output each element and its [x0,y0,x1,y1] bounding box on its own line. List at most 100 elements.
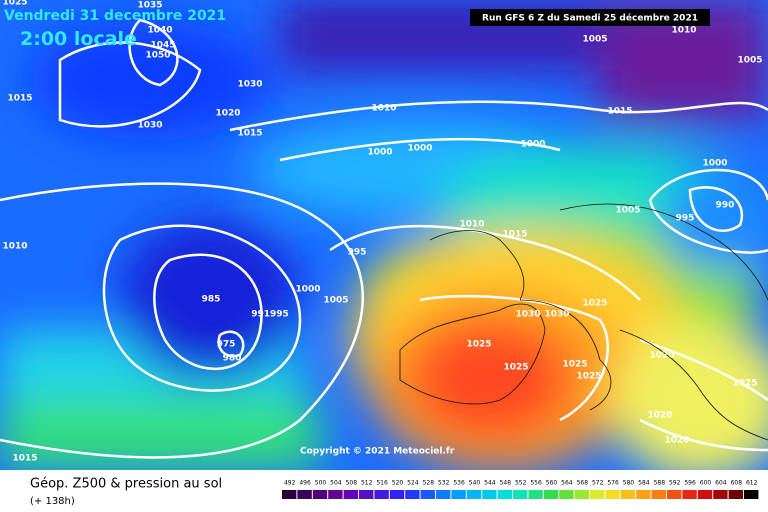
isobar-label: 1015 [7,94,32,104]
legend-label: 524 [407,480,419,487]
legend-label: 532 [438,480,450,487]
legend-swatch [466,490,482,499]
legend-swatch [282,490,297,499]
isobar-label: 1025 [576,372,601,382]
isobar-label: 1015 [607,107,632,117]
legend-swatch [713,490,728,499]
legend-label: 588 [654,480,666,487]
legend-swatch [667,490,682,499]
footer-subtitle: (+ 138h) [30,496,75,507]
legend-swatch [343,490,358,499]
isobar-label: 995 [348,248,367,258]
legend-swatch [482,490,497,499]
isobar-label: 991995 [251,310,289,320]
legend-label: 544 [484,480,496,487]
isobar-label: 1005 [737,56,762,66]
isobar-label: 1010 [371,104,396,114]
legend-swatch [528,490,543,499]
legend-label: 568 [577,480,589,487]
legend-label: 552 [515,480,527,487]
isobar-label: 1020 [215,109,240,119]
isobar-label: 1045 [150,41,175,51]
run-box [470,9,710,26]
isobar-label: 1015 [502,230,527,240]
legend-label: 560 [546,480,558,487]
legend-swatch [312,490,328,499]
legend-label: 580 [623,480,635,487]
legend-swatch [328,490,343,499]
isobar-label: 995 [676,214,695,224]
isobar-label: 1040 [147,26,172,36]
isobar-label: 1025 [466,340,491,350]
legend-swatch [682,490,697,499]
legend-label: 600 [700,480,712,487]
isobar-label: 1005 [582,35,607,45]
isobar-label: 1000 [407,144,432,154]
legend-label: 592 [669,480,681,487]
legend-swatch [651,490,666,499]
isobar-label: 980 [223,354,242,364]
legend-swatch [297,490,312,499]
isobar-label: 1010 [459,220,484,230]
legend-swatch [697,490,713,499]
legend-label: 508 [346,480,358,487]
legend-label: 496 [299,480,311,487]
isobar-label: 1010 [671,26,696,36]
legend-label: 520 [392,480,404,487]
legend-label: 572 [592,480,604,487]
isobar-label: 1030 [515,310,540,320]
legend-swatch [359,490,374,499]
isobar-label: 1005 [615,206,640,216]
coastlines [399,203,768,441]
legend-swatch [513,490,528,499]
legend-swatch [559,490,574,499]
isobar-label: 975 [217,340,236,350]
legend-swatch [436,490,451,499]
isobar-label: 1010 [2,242,27,252]
legend-label: 536 [453,480,465,487]
isobar-label: 1020 [649,351,674,361]
legend-swatch [497,490,512,499]
isobar-label: 1015 [12,454,37,464]
legend-swatch [744,490,759,499]
forecast-time: 2:00 locale [20,28,137,50]
legend-label: 584 [638,480,650,487]
legend-label: 576 [607,480,619,487]
legend-label: 516 [376,480,388,487]
legend-swatch [620,490,636,499]
copyright: Copyright © 2021 Meteociel.fr [300,447,455,457]
isobar-label: 1025 [562,360,587,370]
legend-swatch [636,490,651,499]
legend-label: 492 [284,480,296,487]
isobar-label: 1025 [2,0,27,8]
isobar-label: 1030 [544,310,569,320]
legend-swatch [543,490,559,499]
isobar-label: 1005 [323,296,348,306]
legend-label: 512 [361,480,373,487]
run-info: Run GFS 6 Z du Samedi 25 décembre 2021 [482,13,698,24]
isobar-label: 1015 [237,129,262,139]
legend-label: 564 [561,480,573,487]
legend-swatch [374,490,389,499]
isobar-label: 985 [202,295,221,305]
legend-swatch [405,490,420,499]
legend-swatch [451,490,466,499]
legend-label: 500 [315,480,327,487]
legend-label: 556 [530,480,542,487]
footer-title: Géop. Z500 & pression au sol [30,477,222,492]
forecast-date: Vendredi 31 decembre 2021 [4,8,226,24]
isobar-label: 1000 [520,140,545,150]
isobar-label: 1025 [732,379,757,389]
isobar-label: 1030 [237,80,262,90]
legend-swatch [389,490,405,499]
isobar-label: 1020 [664,436,689,446]
isobar-label: 1030 [137,121,162,131]
isobar-label: 1020 [647,411,672,421]
color-legend: 492 496 500 504 508 512 516 520 524 528 532 536 540 5… [282,480,759,499]
isobar-label: 1050 [145,51,170,61]
legend-swatch [605,490,620,499]
legend-swatch [590,490,605,499]
